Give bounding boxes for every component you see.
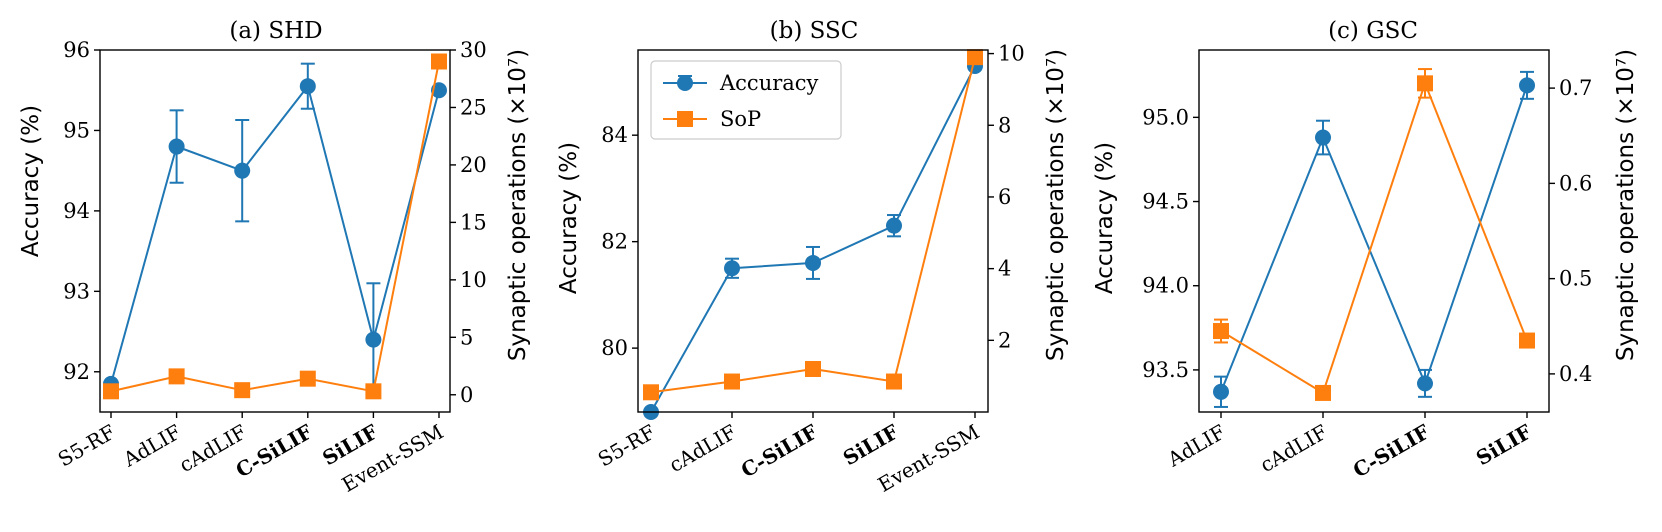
y-right-tick-label: 15	[460, 210, 487, 234]
plot-frame	[99, 49, 451, 413]
series-line-accuracy	[1220, 85, 1528, 393]
panel-shd: (a) SHD Accuracy (%) Synaptic operations…	[18, 18, 531, 497]
x-tick-label-adlif: AdLIF	[1163, 419, 1230, 471]
y-left-tick-label: 94.5	[1142, 190, 1189, 214]
legend-label-accuracy: Accuracy	[719, 71, 819, 95]
marker-accuracy	[1417, 375, 1433, 392]
y-right-tick-label: 2	[998, 328, 1011, 352]
series-line-sop	[1220, 82, 1528, 394]
y-left-tick-label: 95.0	[1142, 105, 1189, 129]
y-right-tick-label: 25	[460, 95, 487, 119]
panel-ssc: (b) SSC Accuracy (%) Synaptic operations…	[556, 18, 1069, 497]
marker-accuracy	[886, 217, 902, 234]
series-line-sop	[110, 61, 440, 393]
y-right-tick-label: 5	[460, 325, 473, 349]
x-tick-label-silif: SiLIF	[1472, 420, 1536, 471]
marker-sop	[805, 360, 821, 377]
legend-entry-sop: SoP	[663, 107, 761, 131]
panel-title: (a) SHD	[229, 18, 322, 44]
x-tick-label-s5-rf: S5-RF	[54, 419, 120, 471]
legend-label-sop: SoP	[720, 107, 761, 131]
y-right-tick-label: 6	[998, 185, 1011, 209]
x-tick-label-cadlif: cAdLIF	[665, 419, 741, 477]
y-right-tick-label: 10	[460, 268, 487, 292]
panel-gsc: (c) GSC Accuracy (%) Synaptic operations…	[1092, 18, 1639, 482]
y-right-tick-label: 20	[460, 153, 487, 177]
x-tick-label-adlif: AdLIF	[118, 419, 185, 471]
marker-sop	[1417, 75, 1433, 92]
legend-marker-accuracy	[677, 75, 693, 91]
marker-sop	[299, 370, 316, 387]
y-axis-right-label: Synaptic operations (×10⁷)	[1613, 49, 1639, 361]
x-tick-label-s5-rf: S5-RF	[594, 419, 660, 471]
series-line-accuracy	[110, 85, 440, 385]
y-right-tick-label: 8	[998, 113, 1011, 137]
legend-marker-sop	[677, 111, 693, 127]
y-right-tick-label: 0	[460, 383, 473, 407]
y-axis-left-label: Accuracy (%)	[556, 142, 582, 294]
y-right-tick-label: 10	[998, 42, 1025, 66]
marker-sop	[365, 383, 382, 400]
x-tick-label-silif: SiLIF	[839, 420, 903, 471]
legend-entry-accuracy: Accuracy	[663, 71, 819, 95]
marker-accuracy	[724, 260, 740, 277]
y-right-tick-label: 30	[460, 38, 487, 62]
x-tick-label-c-silif: C-SiLIF	[232, 420, 317, 483]
marker-accuracy	[234, 162, 251, 179]
y-left-tick-label: 95	[63, 118, 90, 142]
y-right-tick-label: 0.4	[1559, 362, 1592, 386]
marker-accuracy	[805, 254, 821, 271]
y-left-tick-label: 80	[601, 336, 628, 360]
marker-sop	[234, 382, 251, 399]
marker-accuracy	[299, 78, 316, 95]
marker-accuracy	[1519, 77, 1535, 94]
legend: Accuracy SoP	[650, 60, 842, 140]
marker-sop	[967, 49, 983, 66]
y-left-tick-label: 92	[63, 360, 90, 384]
x-tick-label-c-silif: C-SiLIF	[1349, 420, 1434, 483]
marker-sop	[1315, 384, 1331, 401]
y-axis-right-label: Synaptic operations (×10⁷)	[505, 49, 531, 361]
marker-sop	[1519, 332, 1535, 349]
y-axis-right-label: Synaptic operations (×10⁷)	[1043, 49, 1069, 361]
marker-sop	[886, 373, 902, 390]
marker-accuracy	[1315, 129, 1331, 146]
marker-sop	[431, 53, 447, 70]
y-left-tick-label: 82	[601, 230, 628, 254]
x-tick-label-c-silif: C-SiLIF	[737, 420, 822, 483]
panel-title: (b) SSC	[770, 18, 859, 44]
y-left-tick-label: 84	[601, 123, 628, 147]
plot-frame	[1198, 49, 1550, 413]
y-left-tick-label: 93.5	[1142, 358, 1189, 382]
x-tick-label-cadlif: cAdLIF	[1256, 419, 1332, 477]
y-right-tick-label: 0.6	[1559, 171, 1592, 195]
y-right-tick-label: 0.5	[1559, 267, 1592, 291]
marker-sop	[643, 384, 659, 401]
marker-sop	[168, 368, 185, 385]
marker-sop	[724, 373, 740, 390]
y-right-tick-label: 4	[998, 257, 1011, 281]
y-right-tick-label: 0.7	[1559, 76, 1592, 100]
marker-accuracy	[365, 331, 382, 348]
marker-sop	[103, 383, 119, 400]
marker-sop	[1213, 323, 1229, 340]
y-left-tick-label: 93	[63, 279, 90, 303]
y-left-tick-label: 94.0	[1142, 274, 1189, 298]
y-axis-left-label: Accuracy (%)	[18, 105, 44, 257]
plot-area: 93.5 94.0 94.5 95.0 0.4 0.5 0.6 0.7 AdLIF cAdLIF C…	[1142, 68, 1592, 483]
marker-accuracy	[1213, 383, 1229, 400]
plot-frame	[637, 49, 989, 413]
marker-accuracy	[168, 138, 185, 155]
y-left-tick-label: 96	[63, 38, 90, 62]
y-axis-left-label: Accuracy (%)	[1092, 142, 1118, 294]
panel-title: (c) GSC	[1328, 18, 1418, 44]
y-left-tick-label: 94	[63, 199, 90, 223]
